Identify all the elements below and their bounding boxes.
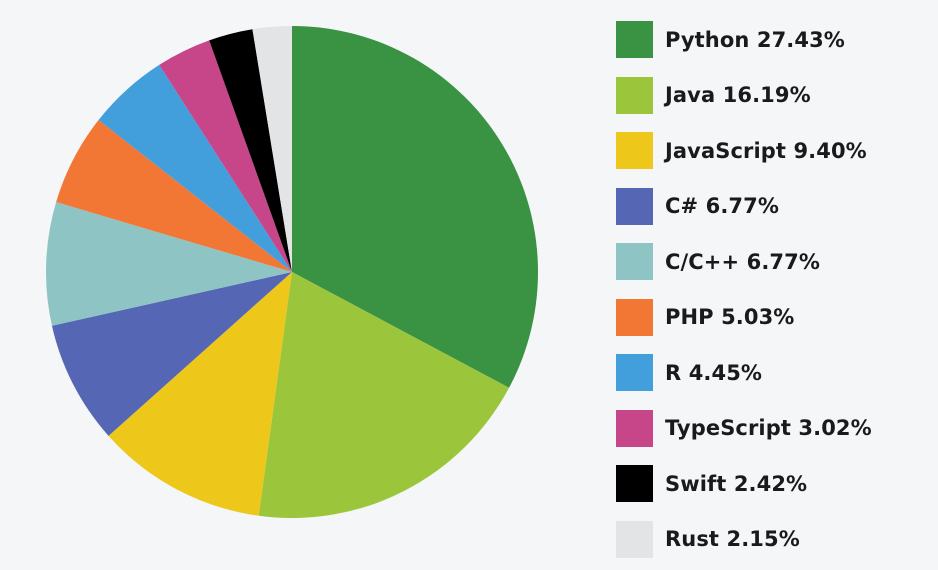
legend-swatch bbox=[616, 354, 653, 391]
legend-label: R 4.45% bbox=[665, 361, 762, 385]
pie-slice-r bbox=[98, 64, 292, 272]
legend-series-name: TypeScript bbox=[665, 416, 791, 440]
pie-slice-c bbox=[51, 272, 293, 436]
legend-value: 6.77% bbox=[705, 194, 779, 218]
pie-slice-python bbox=[292, 26, 538, 388]
legend-value: 9.40% bbox=[793, 138, 867, 163]
legend-label: Rust 2.15% bbox=[665, 527, 800, 551]
legend-item-java: Java 16.19% bbox=[616, 76, 926, 114]
legend-series-name: C# bbox=[665, 194, 699, 218]
legend-label: C/C++ 6.77% bbox=[665, 250, 820, 274]
legend-value: 5.03% bbox=[721, 305, 795, 329]
legend-swatch bbox=[616, 243, 653, 280]
legend-swatch bbox=[616, 298, 653, 336]
legend-label: JavaScript 9.40% bbox=[665, 139, 867, 163]
pie-slice-swift bbox=[209, 29, 292, 273]
legend-value: 4.45% bbox=[688, 360, 763, 385]
legend: Python 27.43% Java 16.19% JavaScript 9.40%… bbox=[616, 21, 926, 570]
legend-item-c-c: C/C++ 6.77% bbox=[616, 243, 926, 280]
legend-item-swift: Swift 2.42% bbox=[616, 465, 926, 502]
pie-slice-php bbox=[56, 119, 293, 272]
legend-swatch bbox=[616, 21, 653, 58]
legend-item-rust: Rust 2.15% bbox=[616, 520, 926, 558]
legend-item-c: C# 6.77% bbox=[616, 187, 926, 225]
legend-series-name: Swift bbox=[665, 471, 727, 496]
legend-item-typescript: TypeScript 3.02% bbox=[616, 409, 926, 447]
legend-label: Swift 2.42% bbox=[665, 472, 807, 496]
legend-swatch bbox=[616, 76, 653, 114]
pie-slice-rust bbox=[252, 26, 292, 272]
legend-series-name: PHP bbox=[665, 305, 714, 329]
pie-slices bbox=[46, 26, 538, 518]
legend-swatch bbox=[616, 187, 653, 225]
legend-label: PHP 5.03% bbox=[665, 305, 794, 329]
legend-item-javascript: JavaScript 9.40% bbox=[616, 132, 926, 169]
legend-label: C# 6.77% bbox=[665, 194, 779, 218]
legend-swatch bbox=[616, 520, 653, 558]
legend-swatch bbox=[616, 409, 653, 447]
legend-label: Java 16.19% bbox=[665, 83, 811, 107]
legend-item-php: PHP 5.03% bbox=[616, 298, 926, 336]
legend-value: 3.02% bbox=[798, 416, 872, 440]
pie-slice-typescript bbox=[159, 40, 292, 272]
legend-swatch bbox=[616, 132, 653, 169]
legend-label: Python 27.43% bbox=[665, 28, 845, 52]
legend-swatch bbox=[616, 465, 653, 502]
legend-series-name: C/C++ bbox=[665, 249, 740, 274]
legend-item-python: Python 27.43% bbox=[616, 21, 926, 58]
pie-slice-c-c bbox=[46, 202, 292, 326]
legend-series-name: Java bbox=[665, 83, 716, 107]
legend-item-r: R 4.45% bbox=[616, 354, 926, 391]
legend-series-name: R bbox=[665, 360, 682, 385]
legend-series-name: Rust bbox=[665, 527, 720, 551]
pie-slice-java bbox=[258, 272, 510, 518]
legend-value: 16.19% bbox=[722, 83, 811, 107]
legend-series-name: JavaScript bbox=[665, 138, 787, 163]
legend-value: 27.43% bbox=[756, 27, 845, 52]
legend-value: 6.77% bbox=[746, 249, 820, 274]
legend-label: TypeScript 3.02% bbox=[665, 416, 872, 440]
legend-value: 2.42% bbox=[733, 471, 808, 496]
legend-series-name: Python bbox=[665, 27, 750, 52]
legend-value: 2.15% bbox=[726, 527, 800, 551]
pie-slice-javascript bbox=[108, 272, 293, 516]
